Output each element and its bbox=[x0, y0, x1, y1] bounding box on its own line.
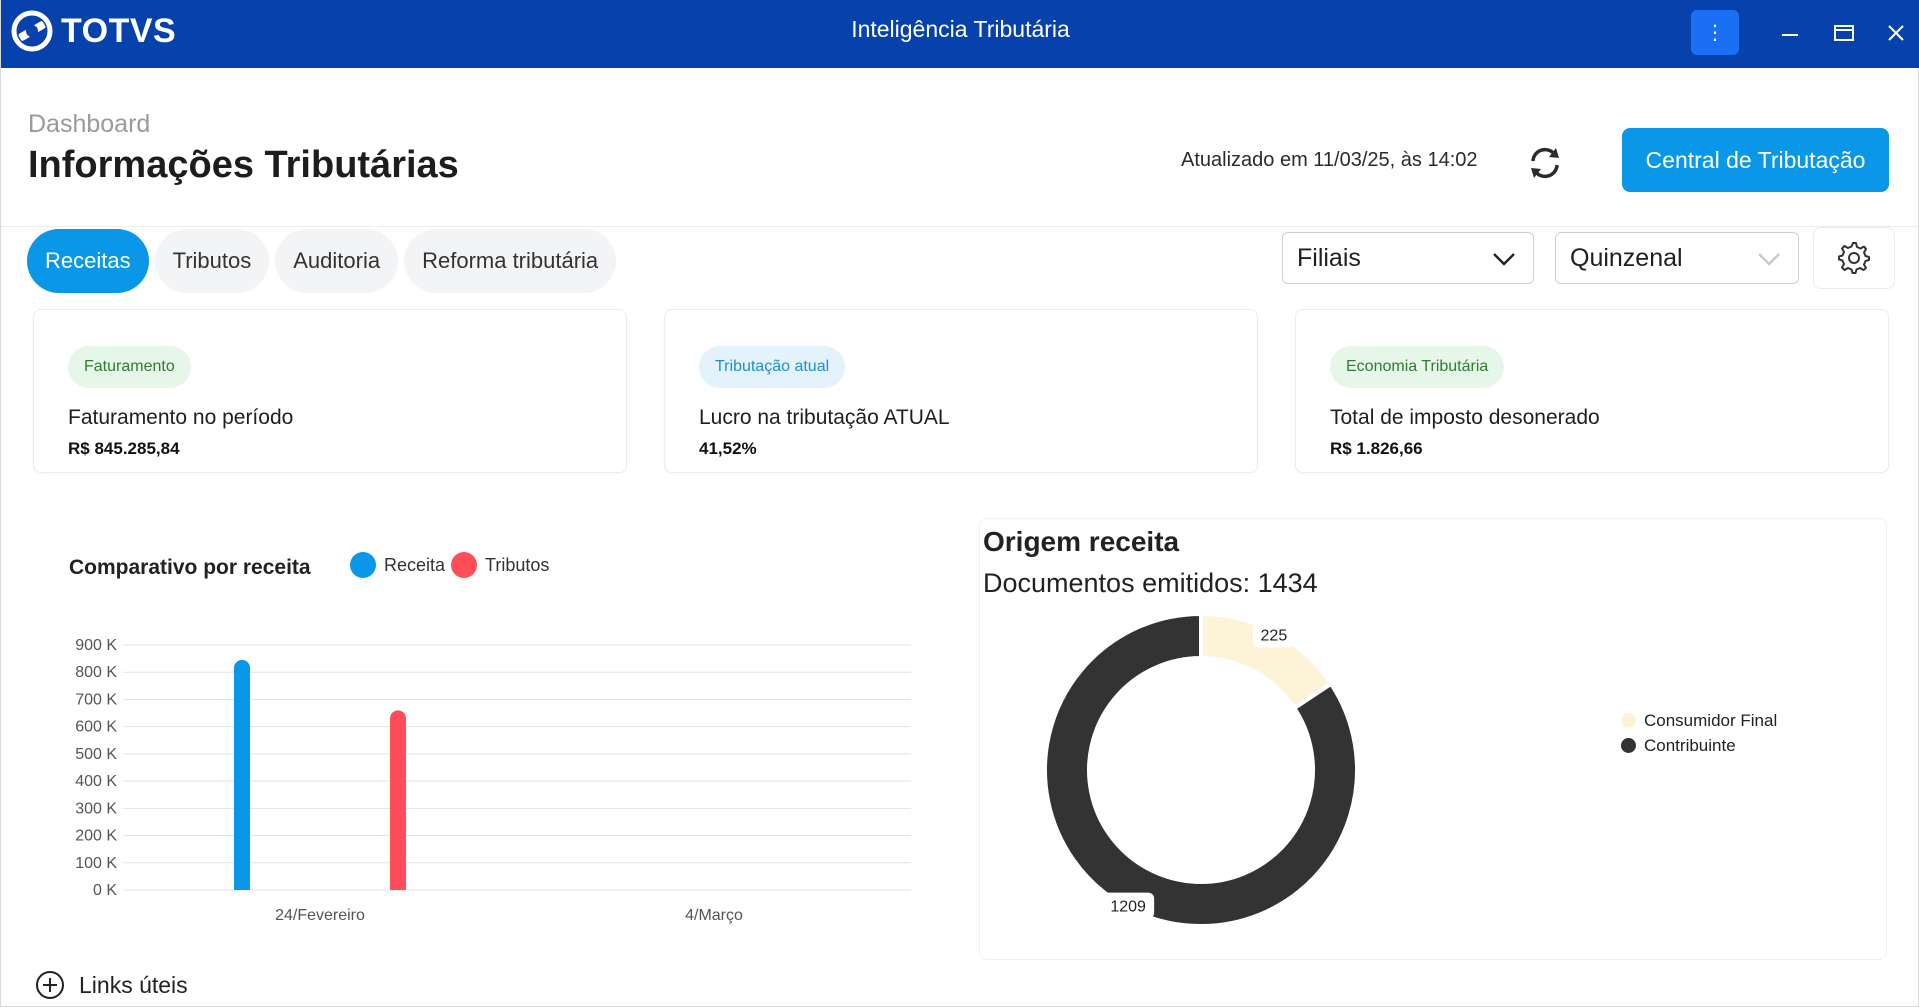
close-button[interactable] bbox=[1881, 18, 1911, 48]
card-label: Lucro na tributação ATUAL bbox=[699, 406, 950, 429]
tab-tributos[interactable]: Tributos bbox=[154, 229, 270, 293]
period-select-value: Quinzenal bbox=[1570, 243, 1683, 272]
card-economia-tributaria: Economia Tributária Total de imposto des… bbox=[1295, 309, 1889, 473]
y-tick-label: 800 K bbox=[75, 664, 117, 681]
slice-value-label: 1209 bbox=[1110, 899, 1146, 916]
bar-tributos[interactable] bbox=[390, 710, 406, 890]
refresh-icon bbox=[1531, 147, 1559, 179]
legend-dot bbox=[350, 552, 376, 578]
chevron-down-icon bbox=[1758, 253, 1780, 266]
slice-value-label: 225 bbox=[1261, 627, 1288, 644]
donut-slice[interactable] bbox=[1043, 611, 1359, 928]
minimize-icon bbox=[1782, 34, 1798, 36]
y-tick-label: 400 K bbox=[75, 773, 117, 790]
y-tick-label: 300 K bbox=[75, 800, 117, 817]
useful-links-toggle[interactable]: Links úteis bbox=[35, 970, 188, 1000]
legend-receita[interactable]: Receita bbox=[350, 552, 445, 578]
branches-select-value: Filiais bbox=[1297, 243, 1361, 272]
donut-title: Origem receita bbox=[983, 526, 1180, 557]
donut-legend-item[interactable]: Contribuinte bbox=[1621, 733, 1777, 758]
bar-receita[interactable] bbox=[234, 659, 250, 890]
plus-circle-icon bbox=[36, 971, 64, 999]
minimize-button[interactable] bbox=[1775, 18, 1805, 48]
totvs-logo-icon bbox=[11, 10, 53, 52]
y-tick-label: 0 K bbox=[93, 882, 117, 899]
tab-bar: Receitas Tributos Auditoria Reforma trib… bbox=[27, 229, 617, 293]
card-label: Faturamento no período bbox=[68, 406, 294, 429]
card-badge: Tributação atual bbox=[699, 346, 846, 388]
bar-chart: 0 K 100 K 200 K 300 K 400 K 500 K 600 K 700 K 80… bbox=[75, 637, 911, 924]
x-tick-label: 24/Fevereiro bbox=[275, 907, 365, 924]
legend-label: Receita bbox=[384, 554, 446, 575]
last-updated-text: Atualizado em 11/03/25, às 14:02 bbox=[1181, 149, 1478, 171]
settings-button[interactable] bbox=[1813, 227, 1895, 289]
card-value: 41,52% bbox=[699, 439, 757, 458]
tab-auditoria[interactable]: Auditoria bbox=[275, 229, 399, 293]
chevron-down-icon bbox=[1493, 253, 1515, 266]
card-tributacao-atual: Tributação atual Lucro na tributação ATU… bbox=[664, 309, 1258, 473]
useful-links-label: Links úteis bbox=[79, 971, 188, 998]
central-tributacao-button[interactable]: Central de Tributação bbox=[1622, 128, 1889, 192]
donut-legend: Consumidor Final Contribuinte bbox=[1621, 708, 1777, 758]
more-options-button[interactable]: ⋮ bbox=[1691, 10, 1739, 55]
legend-label: Tributos bbox=[485, 554, 550, 575]
title-bar: TOTVS Inteligência Tributária ⋮ bbox=[1, 0, 1919, 68]
y-tick-label: 900 K bbox=[75, 637, 117, 654]
breadcrumb: Dashboard bbox=[28, 110, 151, 138]
card-badge: Faturamento bbox=[68, 346, 191, 388]
bar-base-receita bbox=[234, 880, 250, 890]
y-tick-label: 600 K bbox=[75, 719, 117, 736]
tab-reforma-tributaria[interactable]: Reforma tributária bbox=[404, 229, 617, 293]
close-icon bbox=[1888, 25, 1904, 41]
y-tick-label: 100 K bbox=[75, 855, 117, 872]
gear-icon bbox=[1838, 242, 1870, 274]
x-tick-label: 4/Março bbox=[685, 907, 743, 924]
logo-text: TOTVS bbox=[61, 11, 177, 50]
bar-base-tributos bbox=[390, 880, 406, 890]
card-badge: Economia Tributária bbox=[1330, 346, 1505, 388]
slice-label-bg bbox=[1252, 621, 1295, 648]
card-faturamento: Faturamento Faturamento no período R$ 84… bbox=[33, 309, 627, 473]
donut-chart: 225 1209 bbox=[1043, 611, 1359, 928]
legend-dot bbox=[451, 552, 477, 578]
app-title: Inteligência Tributária bbox=[851, 16, 1070, 42]
page-title: Informações Tributárias bbox=[28, 144, 459, 186]
totvs-logo: TOTVS bbox=[11, 10, 176, 52]
bar-chart-title: Comparativo por receita bbox=[69, 556, 311, 579]
period-select[interactable]: Quinzenal bbox=[1555, 232, 1799, 284]
maximize-icon bbox=[1834, 25, 1854, 41]
legend-label: Contribuinte bbox=[1644, 735, 1736, 755]
vertical-dots-icon: ⋮ bbox=[1705, 21, 1725, 44]
legend-label: Consumidor Final bbox=[1644, 710, 1778, 730]
slice-label-bg bbox=[1102, 892, 1155, 919]
branches-select[interactable]: Filiais bbox=[1282, 232, 1534, 284]
legend-dot bbox=[1621, 738, 1636, 753]
donut-panel bbox=[979, 518, 1887, 960]
y-tick-label: 700 K bbox=[75, 691, 117, 708]
legend-tributos[interactable]: Tributos bbox=[451, 552, 549, 578]
maximize-button[interactable] bbox=[1829, 18, 1859, 48]
tab-receitas[interactable]: Receitas bbox=[27, 229, 149, 293]
y-tick-label: 500 K bbox=[75, 746, 117, 763]
y-tick-label: 200 K bbox=[75, 828, 117, 845]
card-value: R$ 845.285,84 bbox=[68, 439, 180, 458]
card-label: Total de imposto desonerado bbox=[1330, 406, 1600, 429]
header-divider bbox=[1, 226, 1918, 227]
donut-subtitle: Documentos emitidos: 1434 bbox=[983, 568, 1318, 598]
donut-legend-item[interactable]: Consumidor Final bbox=[1621, 708, 1777, 733]
legend-dot bbox=[1621, 713, 1636, 728]
card-value: R$ 1.826,66 bbox=[1330, 439, 1423, 458]
refresh-button[interactable] bbox=[1525, 143, 1565, 183]
